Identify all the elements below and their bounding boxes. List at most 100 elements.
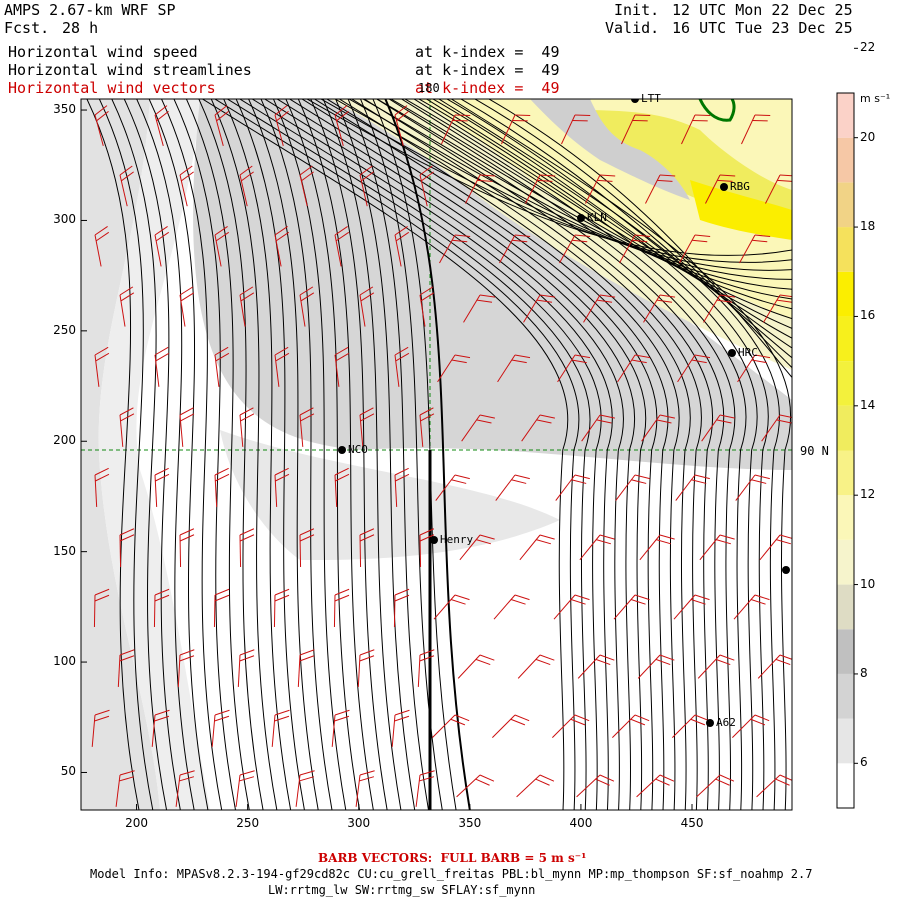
colorbar-segment xyxy=(837,673,854,719)
speed-band-yellow-4 xyxy=(690,180,792,240)
wind-barb xyxy=(437,354,471,383)
wind-barb xyxy=(355,770,375,807)
wind-barb xyxy=(359,165,374,207)
wind-barb xyxy=(553,594,590,620)
wind-barb xyxy=(465,174,496,204)
wind-barb xyxy=(679,234,711,264)
streamline xyxy=(288,99,647,810)
field-1-name: Horizontal wind speed xyxy=(8,43,198,61)
x-tick-label-300: 300 xyxy=(347,816,371,830)
streamlines xyxy=(86,99,792,810)
wind-barb xyxy=(237,649,255,687)
wind-barb xyxy=(435,474,470,501)
wind-barb xyxy=(334,346,350,387)
wind-barb xyxy=(499,234,531,264)
wind-barb xyxy=(672,714,710,738)
init-value: 12 UTC Mon 22 Dec 25 xyxy=(672,1,853,19)
streamline xyxy=(201,99,569,810)
wind-barb xyxy=(761,414,792,442)
streamline xyxy=(123,99,181,810)
y-tick-label-50: 50 xyxy=(60,764,76,779)
wind-barb xyxy=(94,346,110,387)
streamline xyxy=(431,99,792,339)
wind-barb xyxy=(239,528,255,568)
wind-barb xyxy=(359,407,375,447)
wind-barb xyxy=(299,407,315,447)
wind-barb xyxy=(737,354,771,383)
barb-legend: BARB VECTORS: FULL BARB = 5 m s⁻¹ xyxy=(318,851,587,865)
streamline xyxy=(400,99,747,810)
wind-barb xyxy=(274,467,290,507)
valid-value: 16 UTC Tue 23 Dec 25 xyxy=(672,19,853,37)
wind-barb xyxy=(495,474,530,501)
wind-barb xyxy=(119,165,134,207)
station-ltt xyxy=(631,99,639,103)
streamline xyxy=(238,99,602,810)
station-label-hrc: HRC xyxy=(738,346,758,359)
y-tick-label-100: 100 xyxy=(53,654,76,669)
wind-barb xyxy=(331,709,350,747)
station-markers xyxy=(338,99,790,727)
wind-barb xyxy=(359,528,375,568)
wind-barb xyxy=(733,594,770,620)
parallel-label: 90 N xyxy=(800,444,829,458)
wind-barb xyxy=(274,346,290,387)
ice-edge xyxy=(698,99,736,122)
wind-barb xyxy=(637,654,675,679)
map-frame xyxy=(80,98,793,811)
streamline xyxy=(334,99,792,271)
wind-barb xyxy=(93,588,110,628)
wind-barb xyxy=(359,286,375,327)
wind-barb xyxy=(516,774,555,798)
streamline xyxy=(247,99,319,810)
wind-barb xyxy=(214,105,229,147)
wind-barb xyxy=(295,770,315,807)
wind-barb xyxy=(552,714,590,738)
wind-barb xyxy=(577,654,615,679)
field-2-level: at k-index = 49 xyxy=(415,61,560,79)
colorbar-segment xyxy=(837,271,854,317)
wind-barb xyxy=(299,165,314,207)
y-tick-label-350: 350 xyxy=(53,102,76,117)
streamline xyxy=(438,99,780,810)
streamline xyxy=(160,99,223,810)
streamline xyxy=(136,99,195,810)
wind-barb xyxy=(645,174,676,204)
station-label-a62: A62 xyxy=(716,716,736,729)
wind-barb xyxy=(179,286,195,327)
wind-barb xyxy=(735,474,770,501)
wind-barb xyxy=(117,649,135,687)
wind-barb xyxy=(432,714,470,738)
wind-barb xyxy=(517,654,555,679)
valid-label: Valid. xyxy=(605,19,660,37)
wind-barb xyxy=(299,528,315,568)
wind-barb xyxy=(177,649,195,687)
colorbar-segment xyxy=(837,539,854,585)
wind-barb xyxy=(154,226,170,267)
wind-barb xyxy=(419,165,434,207)
streamline xyxy=(235,99,305,810)
wind-barb xyxy=(699,534,735,561)
wind-barb xyxy=(299,286,315,327)
wind-barb xyxy=(439,234,471,264)
streamline xyxy=(263,99,624,810)
streamline xyxy=(361,99,792,290)
y-tick-label-200: 200 xyxy=(53,433,76,448)
wind-barb xyxy=(703,294,736,323)
wind-barb xyxy=(456,774,495,798)
station-kln xyxy=(577,214,585,222)
streamline xyxy=(285,99,361,810)
wind-barb xyxy=(417,649,435,687)
wind-barb xyxy=(641,414,676,442)
streamline xyxy=(198,99,264,810)
wind-barb xyxy=(94,105,109,147)
wind-barb xyxy=(393,588,410,628)
wind-barb xyxy=(463,294,496,323)
streamline xyxy=(473,99,792,368)
wind-barb xyxy=(391,709,410,747)
wind-barb xyxy=(673,594,710,620)
streamline xyxy=(445,99,792,349)
wind-barb xyxy=(497,354,531,383)
y-tick-label-150: 150 xyxy=(53,543,76,558)
